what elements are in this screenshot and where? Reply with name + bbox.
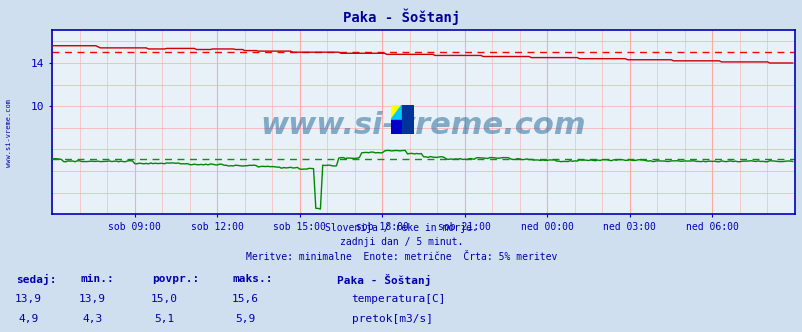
Polygon shape <box>402 105 413 134</box>
Text: sedaj:: sedaj: <box>16 274 56 285</box>
Text: www.si-vreme.com: www.si-vreme.com <box>261 111 585 140</box>
Text: 13,9: 13,9 <box>14 294 42 304</box>
Text: 13,9: 13,9 <box>79 294 106 304</box>
Text: povpr.:: povpr.: <box>152 274 200 284</box>
Text: Slovenija / reke in morje.: Slovenija / reke in morje. <box>325 223 477 233</box>
Text: Paka - Šoštanj: Paka - Šoštanj <box>337 274 431 286</box>
Text: Meritve: minimalne  Enote: metrične  Črta: 5% meritev: Meritve: minimalne Enote: metrične Črta:… <box>245 252 557 262</box>
Text: pretok[m3/s]: pretok[m3/s] <box>351 314 432 324</box>
Polygon shape <box>391 105 402 120</box>
Text: min.:: min.: <box>80 274 114 284</box>
Text: zadnji dan / 5 minut.: zadnji dan / 5 minut. <box>339 237 463 247</box>
Text: 15,0: 15,0 <box>151 294 178 304</box>
Text: 15,6: 15,6 <box>231 294 258 304</box>
Text: 5,1: 5,1 <box>154 314 175 324</box>
Text: www.si-vreme.com: www.si-vreme.com <box>6 99 12 167</box>
Polygon shape <box>391 120 402 134</box>
Text: temperatura[C]: temperatura[C] <box>351 294 446 304</box>
Text: 4,3: 4,3 <box>82 314 103 324</box>
Polygon shape <box>391 105 402 120</box>
Text: maks.:: maks.: <box>233 274 273 284</box>
Text: 5,9: 5,9 <box>234 314 255 324</box>
Text: 4,9: 4,9 <box>18 314 38 324</box>
Text: Paka - Šoštanj: Paka - Šoštanj <box>342 8 460 25</box>
